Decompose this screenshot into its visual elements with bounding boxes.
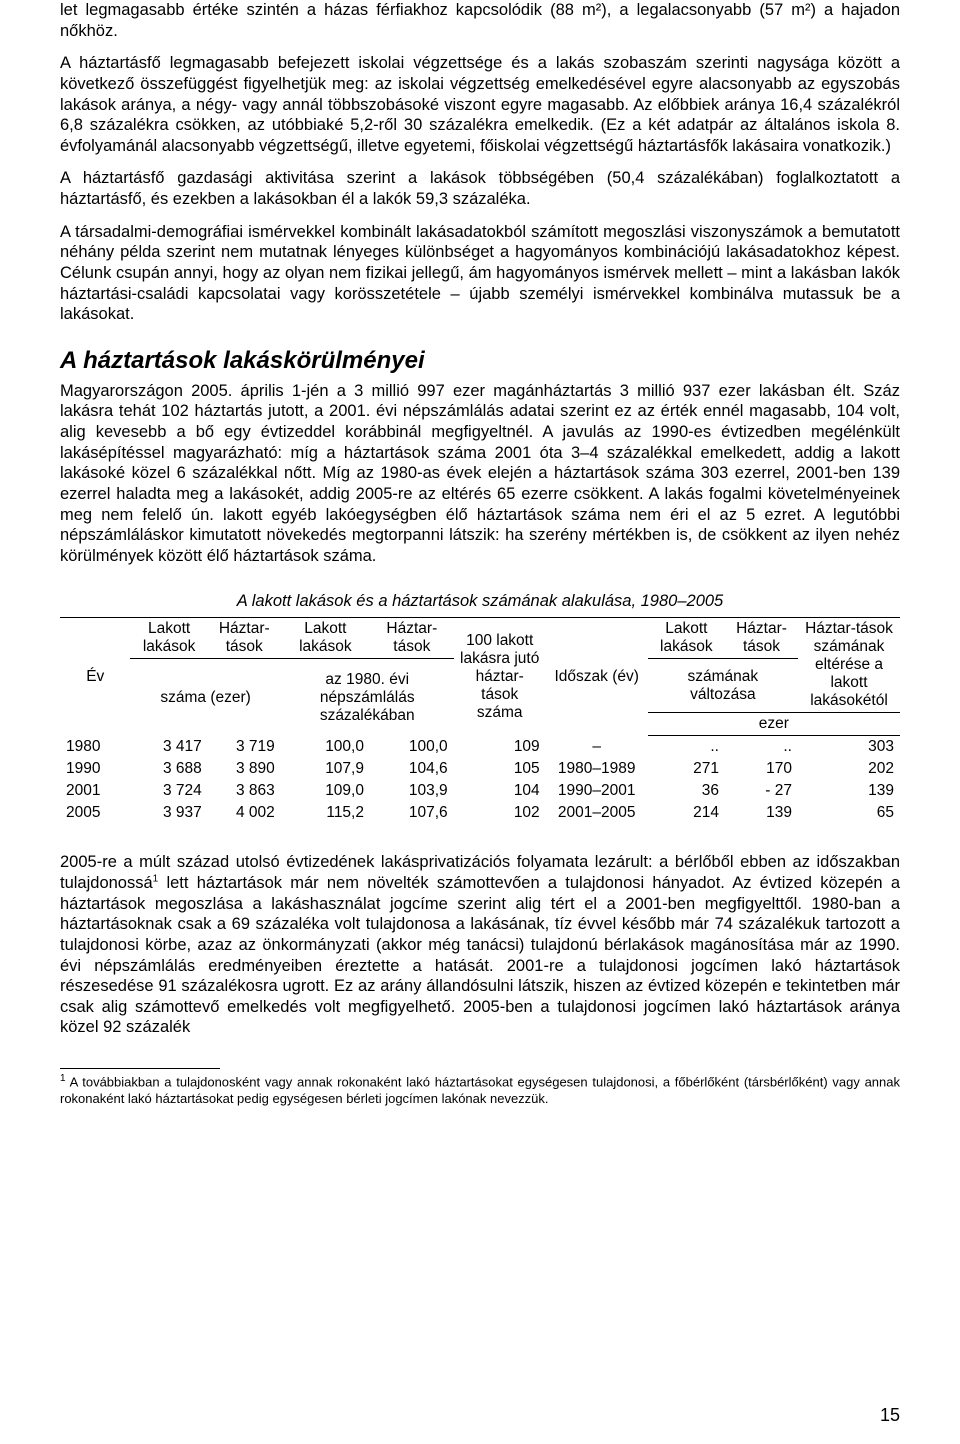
table-cell: 107,6 bbox=[370, 802, 454, 824]
table-cell: – bbox=[546, 736, 648, 759]
col-header: Háztar-tások bbox=[208, 618, 281, 659]
col-subheader: az 1980. évi népszámlálás százalékában bbox=[281, 659, 454, 736]
data-table: Év Lakott lakások Háztar-tások Lakott la… bbox=[60, 617, 900, 824]
table-cell: 3 863 bbox=[208, 780, 281, 802]
section-heading: A háztartások lakáskörülményei bbox=[60, 347, 900, 375]
col-subheader: ezer bbox=[648, 713, 900, 736]
table-cell: 109,0 bbox=[281, 780, 370, 802]
table-cell: 104 bbox=[454, 780, 546, 802]
paragraph: A társadalmi-demográfiai ismérvekkel kom… bbox=[60, 222, 900, 325]
col-header: Háztar-tások bbox=[725, 618, 798, 659]
footnote: 1A továbbiakban a tulajdonosként vagy an… bbox=[60, 1073, 900, 1107]
table-cell: 3 688 bbox=[130, 758, 207, 780]
table-cell: .. bbox=[648, 736, 725, 759]
table-row: 19903 6883 890107,9104,61051980–19892711… bbox=[60, 758, 900, 780]
col-header: Háztar-tások számának eltérése a lakott … bbox=[798, 618, 900, 713]
table-cell: 271 bbox=[648, 758, 725, 780]
footnote-rule bbox=[60, 1068, 220, 1069]
table-cell: 107,9 bbox=[281, 758, 370, 780]
table-cell: 2005 bbox=[60, 802, 130, 824]
table-cell: .. bbox=[725, 736, 798, 759]
table-cell: 3 724 bbox=[130, 780, 207, 802]
paragraph: A háztartásfő gazdasági aktivitása szeri… bbox=[60, 168, 900, 209]
col-header-year: Év bbox=[60, 618, 130, 736]
table-cell: 303 bbox=[798, 736, 900, 759]
col-header: 100 lakott lakásra jutó háztar-tások szá… bbox=[454, 618, 546, 736]
col-header: Lakott lakások bbox=[281, 618, 370, 659]
text-run: lett háztartások már nem növelték számot… bbox=[60, 874, 900, 1036]
paragraph: A háztartásfő legmagasabb befejezett isk… bbox=[60, 53, 900, 156]
table-row: 19803 4173 719100,0100,0109–....303 bbox=[60, 736, 900, 759]
col-header: Háztar-tások bbox=[370, 618, 454, 659]
table-cell: 103,9 bbox=[370, 780, 454, 802]
table-cell: 170 bbox=[725, 758, 798, 780]
table-cell: 102 bbox=[454, 802, 546, 824]
table-title: A lakott lakások és a háztartások számán… bbox=[60, 592, 900, 611]
col-header: Időszak (év) bbox=[546, 618, 648, 736]
table-cell: 104,6 bbox=[370, 758, 454, 780]
footnote-number: 1 bbox=[60, 1073, 66, 1084]
table-cell: 1980–1989 bbox=[546, 758, 648, 780]
page-number: 15 bbox=[880, 1405, 900, 1426]
table-cell: 3 890 bbox=[208, 758, 281, 780]
table-cell: 3 719 bbox=[208, 736, 281, 759]
table-cell: 36 bbox=[648, 780, 725, 802]
table-cell: 139 bbox=[798, 780, 900, 802]
paragraph: let legmagasabb értéke szintén a házas f… bbox=[60, 0, 900, 41]
table-cell: 109 bbox=[454, 736, 546, 759]
table-cell: 4 002 bbox=[208, 802, 281, 824]
col-header: Lakott lakások bbox=[130, 618, 207, 659]
paragraph: 2005-re a múlt század utolsó évtizedének… bbox=[60, 852, 900, 1038]
table-cell: 2001 bbox=[60, 780, 130, 802]
col-subheader: számának változása bbox=[648, 659, 798, 713]
paragraph: Magyarországon 2005. április 1-jén a 3 m… bbox=[60, 381, 900, 567]
col-subheader: száma (ezer) bbox=[130, 659, 280, 736]
col-header: Lakott lakások bbox=[648, 618, 725, 659]
table-cell: 3 417 bbox=[130, 736, 207, 759]
footnote-text: A továbbiakban a tulajdonosként vagy ann… bbox=[60, 1074, 900, 1105]
table-cell: 1980 bbox=[60, 736, 130, 759]
table-cell: 2001–2005 bbox=[546, 802, 648, 824]
table-cell: 3 937 bbox=[130, 802, 207, 824]
table-cell: 115,2 bbox=[281, 802, 370, 824]
table-cell: - 27 bbox=[725, 780, 798, 802]
table-cell: 1990 bbox=[60, 758, 130, 780]
table-row: 20013 7243 863109,0103,91041990–200136- … bbox=[60, 780, 900, 802]
table-cell: 105 bbox=[454, 758, 546, 780]
table-cell: 100,0 bbox=[370, 736, 454, 759]
table-row: 20053 9374 002115,2107,61022001–20052141… bbox=[60, 802, 900, 824]
table-cell: 100,0 bbox=[281, 736, 370, 759]
table-cell: 214 bbox=[648, 802, 725, 824]
table-cell: 65 bbox=[798, 802, 900, 824]
table-cell: 1990–2001 bbox=[546, 780, 648, 802]
table-cell: 139 bbox=[725, 802, 798, 824]
table-cell: 202 bbox=[798, 758, 900, 780]
